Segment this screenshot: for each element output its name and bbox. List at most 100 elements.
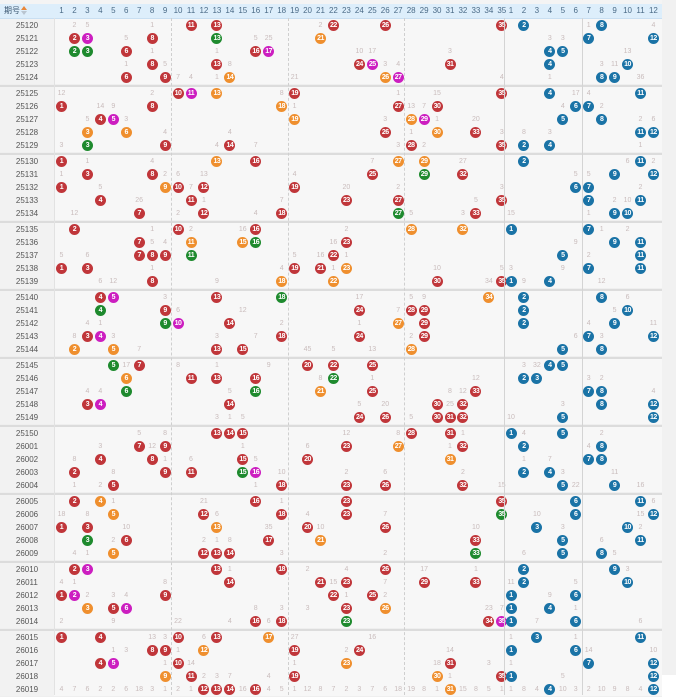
omission-value: 12: [471, 375, 480, 382]
omission-value: 5: [137, 430, 142, 437]
omission-value: 1: [111, 647, 116, 654]
period-cell: 26014: [0, 615, 54, 628]
back-ball: 4: [544, 46, 556, 57]
front-ball: 11: [185, 88, 197, 99]
front-ball: 33: [470, 535, 482, 546]
omission-value: 3: [59, 142, 64, 149]
back-ball: 8: [596, 399, 608, 410]
omission-value: 5: [253, 35, 258, 42]
back-ball: 5: [557, 114, 569, 125]
omission-value: 1: [357, 320, 362, 327]
omission-value: 3: [448, 48, 452, 55]
front-ball: 35: [496, 88, 508, 99]
omission-value: 21: [200, 498, 208, 505]
front-ball: 29: [418, 305, 430, 316]
front-ball: 4: [94, 632, 106, 643]
omission-value: 8: [521, 129, 526, 136]
period-cell: 25131: [0, 168, 54, 181]
back-ball: 2: [518, 20, 530, 31]
back-ball: 11: [635, 195, 646, 206]
omission-value: 6: [85, 252, 90, 259]
omission-value: 7: [534, 618, 539, 625]
back-number-header: 11: [636, 6, 645, 15]
omission-value: 3: [396, 142, 401, 149]
omission-value: 5: [357, 401, 362, 408]
front-ball: 24: [353, 412, 365, 423]
back-ball: 8: [596, 548, 608, 559]
omission-value: 3: [383, 116, 388, 123]
front-ball: 13: [211, 292, 223, 303]
front-ball: 11: [185, 373, 197, 384]
omission-value: 7: [370, 158, 375, 165]
omission-value: 4: [227, 618, 232, 625]
omission-value: 3: [150, 686, 155, 693]
zone-divider: [171, 18, 173, 695]
omission-value: 1: [163, 660, 168, 667]
omission-value: 10: [355, 48, 364, 55]
period-header[interactable]: 期号: [4, 4, 27, 18]
omission-value: 27: [459, 158, 467, 165]
omission-value: 10: [532, 511, 541, 518]
back-ball: 11: [635, 127, 646, 138]
omission-value: 5: [409, 414, 414, 421]
omission-value: 2: [111, 537, 116, 544]
group-separator: [0, 560, 662, 563]
scrollbar[interactable]: [662, 0, 676, 675]
omission-value: 12: [597, 278, 606, 285]
omission-value: 3: [111, 592, 116, 599]
back-ball: 7: [583, 658, 595, 669]
back-ball: 2: [518, 305, 530, 316]
omission-value: 2: [163, 171, 168, 178]
omission-value: 3: [124, 647, 129, 654]
sort-up-down-icon[interactable]: [21, 5, 27, 16]
omission-value: 2: [176, 210, 180, 217]
front-ball: 8: [146, 276, 158, 287]
period-cell: 25138: [0, 262, 54, 275]
omission-value: 1: [72, 579, 77, 586]
omission-value: 13: [148, 634, 157, 641]
front-ball: 13: [211, 632, 223, 643]
period-cell: 25143: [0, 330, 54, 343]
front-ball: 12: [198, 509, 210, 520]
omission-value: 5: [409, 294, 414, 301]
front-ball: 13: [211, 20, 223, 31]
omission-value: 6: [638, 618, 643, 625]
front-ball: 18: [276, 208, 288, 219]
period-cell: 25129: [0, 139, 54, 152]
omission-value: 9: [111, 103, 116, 110]
omission-value: 5: [586, 171, 591, 178]
front-ball: 5: [107, 114, 119, 125]
omission-value: 25: [446, 401, 454, 408]
omission-value: 1: [509, 634, 513, 641]
omission-value: 8: [176, 362, 180, 369]
front-ball: 28: [405, 114, 417, 125]
table-row: [0, 87, 662, 101]
period-cell: 26018: [0, 670, 54, 683]
omission-value: 17: [420, 566, 428, 573]
omission-value: 3: [625, 566, 630, 573]
back-number-header: 9: [612, 6, 617, 15]
back-ball: 12: [647, 33, 659, 44]
period-cell: 26008: [0, 534, 54, 547]
omission-value: 3: [547, 129, 552, 136]
table-row: [0, 207, 662, 221]
front-ball: 14: [224, 318, 236, 329]
back-ball: 8: [596, 454, 608, 465]
omission-value: 1: [460, 430, 465, 437]
back-ball: 2: [518, 156, 530, 167]
front-ball: 4: [94, 114, 106, 125]
front-ball: 13: [211, 522, 223, 533]
period-cell: 25144: [0, 343, 54, 356]
omission-value: 18: [135, 686, 144, 693]
front-ball: 9: [159, 441, 171, 452]
omission-value: 10: [507, 414, 515, 421]
front-ball: 35: [496, 496, 508, 507]
front-ball: 23: [340, 616, 352, 627]
front-ball: 13: [211, 59, 223, 70]
front-ball: 28: [405, 428, 417, 439]
front-ball: 16: [250, 386, 262, 397]
omission-value: 15: [459, 686, 467, 693]
front-ball: 17: [263, 535, 275, 546]
omission-value: 5: [292, 252, 297, 259]
omission-value: 3: [279, 605, 284, 612]
